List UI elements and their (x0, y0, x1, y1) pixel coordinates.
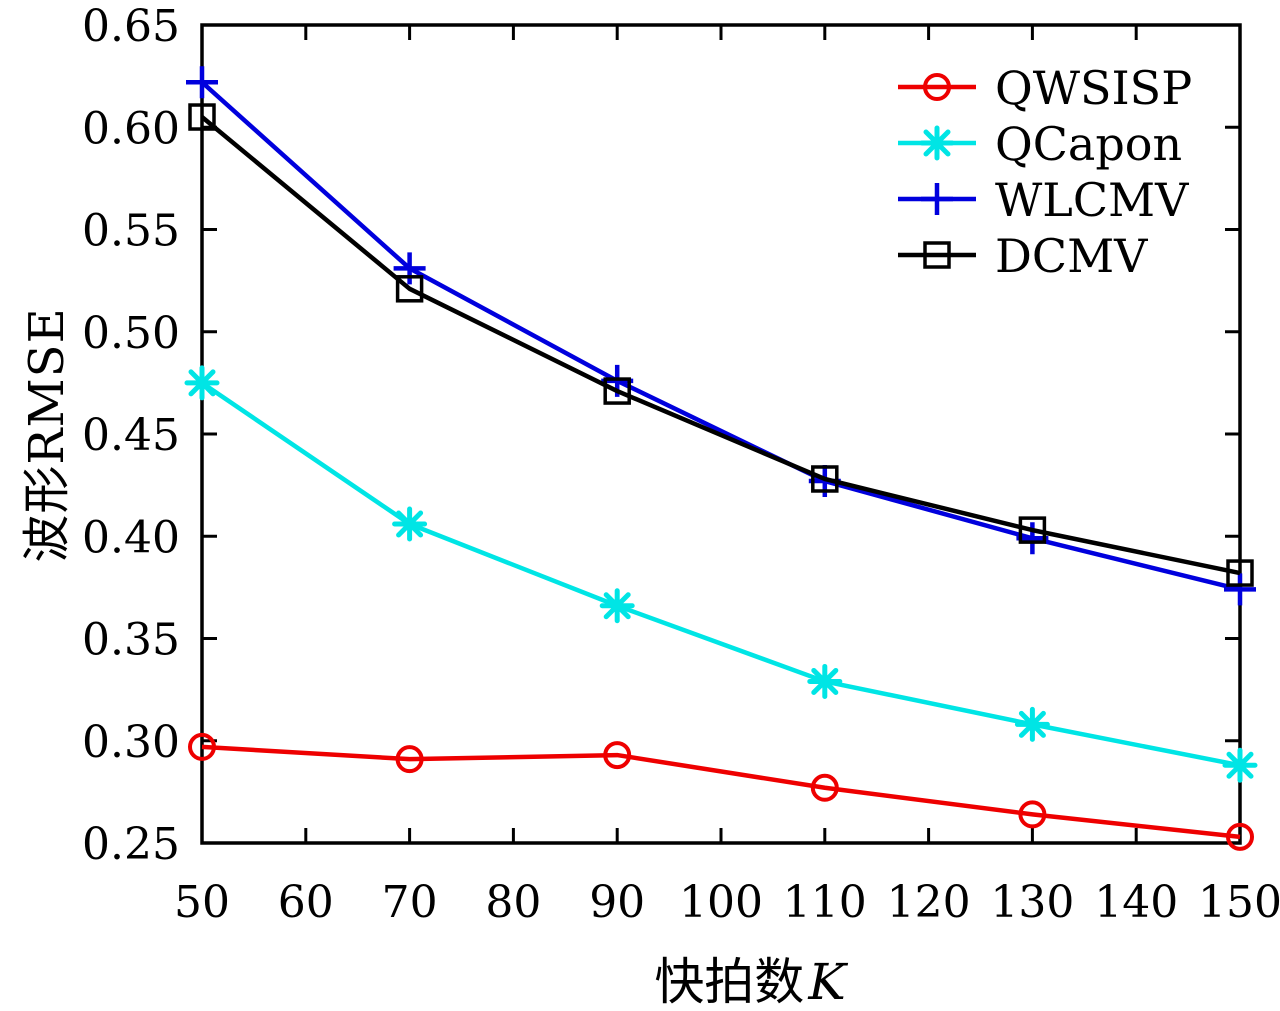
series-line-DCMV (200, 115, 1241, 576)
series-marker-QCapon (392, 506, 428, 542)
x-tick-label: 110 (783, 877, 867, 928)
x-tick-label: 130 (990, 877, 1074, 928)
y-tick-label: 0.45 (82, 410, 180, 461)
x-tick-label: 70 (382, 877, 438, 928)
x-axis-label-text: 快拍数 (654, 953, 805, 1011)
series-marker-QWSISP (395, 745, 424, 774)
series-marker-WLCMV (393, 252, 426, 285)
y-axis-label-text: 波形RMSE (19, 307, 75, 563)
legend-sample-marker-WLCMV (921, 183, 953, 215)
series-marker-QWSISP (1018, 800, 1047, 829)
y-tick-label: 0.55 (82, 206, 180, 257)
x-tick-label: 90 (589, 877, 645, 928)
series-marker-WLCMV (1224, 573, 1256, 606)
series-marker-QWSISP (810, 773, 839, 802)
y-tick-label: 0.25 (82, 819, 180, 870)
series-marker-DCMV (1018, 516, 1047, 544)
series-line-QWSISP (201, 744, 1241, 840)
series-marker-QWSISP (603, 741, 632, 770)
x-axis-label-variable: K (808, 953, 846, 1011)
series-marker-QCapon (599, 588, 635, 624)
y-tick-label: 0.30 (82, 717, 180, 768)
legend-label-QCapon: QCapon (995, 117, 1182, 171)
x-tick-label: 50 (174, 877, 230, 928)
y-tick-label: 0.50 (82, 308, 180, 359)
legend-sample-marker-QWSISP (923, 73, 951, 101)
x-tick-label: 140 (1094, 877, 1178, 928)
series-marker-QCapon (184, 365, 220, 401)
series-marker-DCMV (395, 275, 424, 303)
y-tick-label: 0.40 (82, 512, 180, 563)
legend-label-DCMV: DCMV (995, 229, 1148, 283)
series-line-WLCMV (200, 80, 1241, 592)
series-marker-QWSISP (1226, 822, 1254, 851)
series-marker-WLCMV (186, 66, 218, 99)
series-marker-QCapon (1222, 747, 1258, 783)
series-line-QCapon (200, 381, 1241, 768)
legend-sample-marker-QCapon (919, 125, 955, 161)
legend-sample-marker-DCMV (923, 241, 951, 269)
series-marker-QWSISP (188, 732, 216, 761)
series-marker-QCapon (1014, 706, 1050, 742)
legend-label-WLCMV: WLCMV (995, 173, 1189, 227)
x-tick-label: 80 (485, 877, 541, 928)
y-axis-label: 波形RMSE (7, 307, 77, 562)
y-tick-label: 0.60 (82, 103, 180, 154)
x-axis-label: 快拍数K (470, 942, 1030, 1011)
series-marker-DCMV (811, 465, 839, 493)
x-tick-label: 120 (887, 877, 971, 928)
series-marker-DCMV (188, 103, 216, 131)
series-marker-DCMV (1226, 559, 1254, 587)
x-tick-label: 100 (679, 877, 763, 928)
x-tick-label: 150 (1198, 877, 1280, 928)
y-tick-label: 0.65 (82, 1, 180, 52)
x-tick-label: 60 (278, 877, 334, 928)
series-marker-QCapon (807, 663, 843, 699)
y-tick-label: 0.35 (82, 615, 180, 666)
legend-label-QWSISP: QWSISP (995, 61, 1192, 115)
series-marker-DCMV (603, 377, 631, 405)
